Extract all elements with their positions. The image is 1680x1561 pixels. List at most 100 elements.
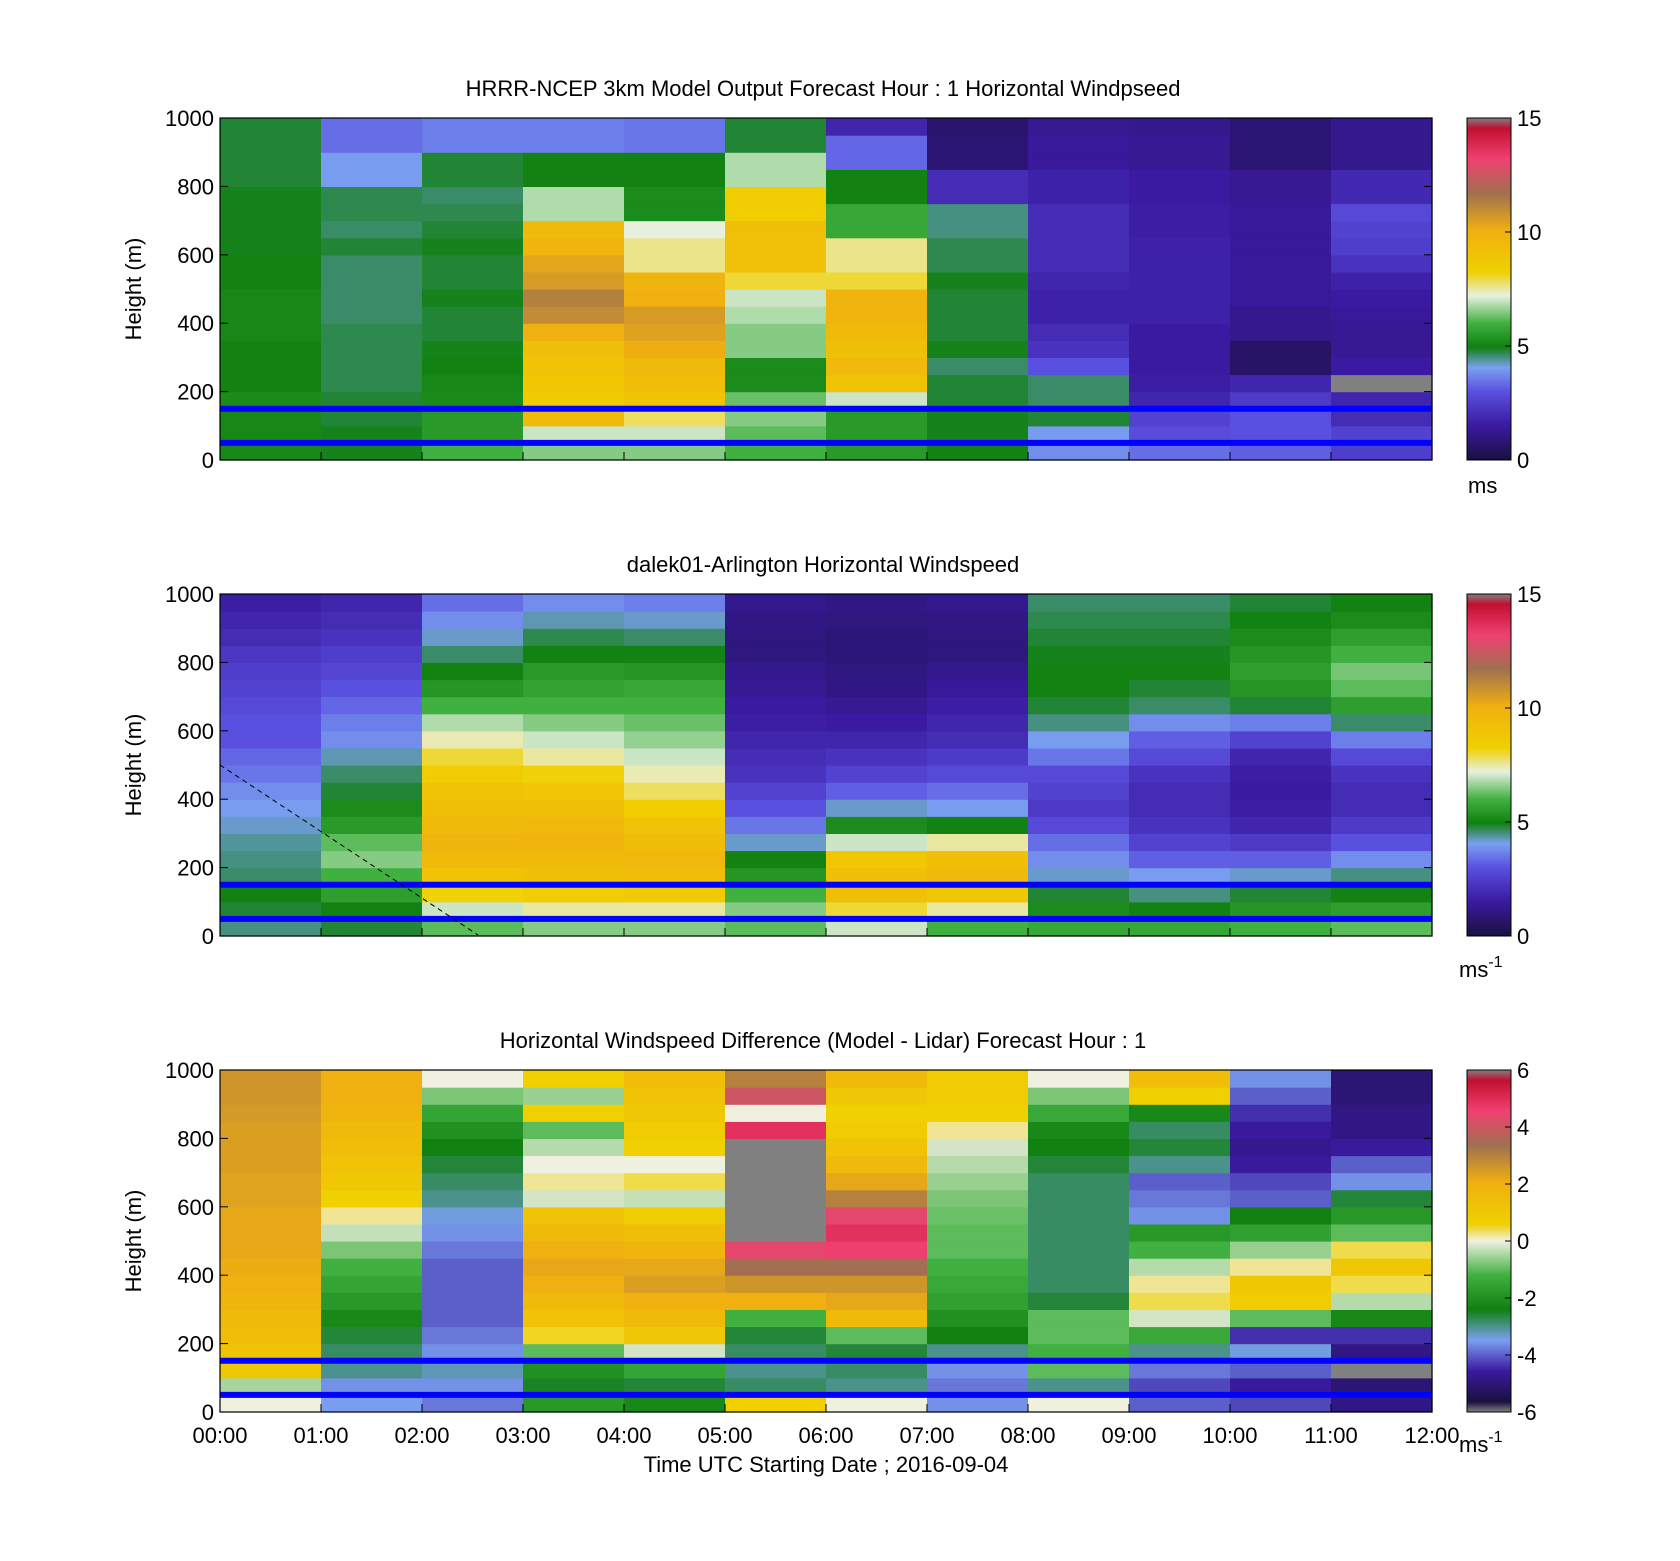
heatmap-cell: [220, 1394, 322, 1413]
heatmap-cell: [1129, 1189, 1231, 1208]
heatmap-cell: [1028, 850, 1130, 869]
heatmap-cell: [1028, 237, 1130, 256]
heatmap-cell: [1028, 799, 1130, 817]
heatmap-cell: [1230, 425, 1332, 444]
heatmap-cell: [927, 611, 1029, 629]
heatmap-cell: [1129, 747, 1231, 766]
heatmap-cell: [422, 765, 524, 783]
heatmap-cell: [1230, 816, 1332, 834]
heatmap-cell: [725, 884, 827, 903]
heatmap-cell: [1129, 323, 1231, 341]
heatmap-cell: [220, 271, 322, 290]
heatmap-cell: [725, 408, 827, 427]
heatmap-cell: [1230, 713, 1332, 732]
heatmap-cell: [1331, 169, 1433, 187]
heatmap-cell: [1129, 1138, 1231, 1157]
heatmap-cell: [1028, 425, 1130, 444]
heatmap-cell: [422, 374, 524, 393]
heatmap-cell: [220, 901, 322, 920]
colorbar-unit-text: ms: [1459, 1432, 1488, 1457]
heatmap-cell: [1230, 833, 1332, 852]
heatmap-cell: [1230, 1309, 1332, 1328]
heatmap-cell: [523, 884, 625, 903]
heatmap-cell: [1331, 782, 1433, 800]
heatmap-cell: [220, 730, 322, 749]
heatmap-cell: [1028, 1138, 1130, 1157]
heatmap-cell: [220, 645, 322, 663]
heatmap-cell: [1230, 408, 1332, 427]
heatmap-cell: [927, 1223, 1029, 1242]
heatmap-cell: [1230, 1275, 1332, 1293]
heatmap-cell: [1331, 1189, 1433, 1208]
heatmap-cell: [1028, 271, 1130, 290]
y-tick-label: 0: [202, 448, 214, 473]
heatmap-cell: [321, 730, 423, 749]
heatmap-cell: [725, 765, 827, 783]
heatmap-cell: [624, 628, 726, 646]
colorbar-tick-label: 15: [1517, 582, 1541, 607]
y-tick-label: 1000: [165, 582, 214, 607]
panel-model: HRRR-NCEP 3km Model Output Forecast Hour…: [121, 76, 1541, 498]
heatmap-cell: [725, 1172, 827, 1191]
heatmap-cell: [927, 442, 1029, 461]
heatmap-cell: [422, 323, 524, 341]
heatmap-cell: [1331, 696, 1433, 715]
heatmap-cell: [220, 306, 322, 324]
heatmap-cell: [1028, 374, 1130, 393]
colorbar-unit-text: ms: [1468, 473, 1497, 498]
heatmap-cell: [422, 186, 524, 205]
heatmap-cell: [220, 1360, 322, 1379]
panel-model-xticks: [219, 452, 1433, 460]
heatmap-cell: [624, 850, 726, 869]
heatmap-cell: [927, 1258, 1029, 1276]
heatmap-cell: [927, 1138, 1029, 1157]
heatmap-cell: [321, 203, 423, 222]
heatmap-cell: [624, 254, 726, 273]
heatmap-cell: [826, 254, 928, 273]
heatmap-cell: [321, 765, 423, 783]
heatmap-cell: [826, 765, 928, 783]
heatmap-cell: [725, 1206, 827, 1225]
heatmap-cell: [1129, 1377, 1231, 1396]
heatmap-cell: [523, 1189, 625, 1208]
panel-model-colorbar-unit: ms: [1468, 473, 1497, 498]
heatmap-cell: [220, 662, 322, 681]
heatmap-cell: [321, 696, 423, 715]
heatmap-cell: [1331, 679, 1433, 698]
heatmap-cell: [1331, 1275, 1433, 1293]
heatmap-cell: [220, 1087, 322, 1105]
heatmap-cell: [422, 884, 524, 903]
heatmap-cell: [927, 1343, 1029, 1362]
y-tick-label: 400: [177, 1263, 214, 1288]
heatmap-cell: [523, 306, 625, 324]
heatmap-cell: [927, 833, 1029, 852]
heatmap-cell: [624, 1241, 726, 1259]
heatmap-cell: [1028, 884, 1130, 903]
heatmap-cell: [422, 357, 524, 376]
heatmap-cell: [321, 816, 423, 834]
heatmap-cell: [725, 152, 827, 170]
heatmap-cell: [1331, 713, 1433, 732]
heatmap-cell: [422, 152, 524, 170]
heatmap-cell: [1028, 782, 1130, 800]
heatmap-cell: [1230, 628, 1332, 646]
heatmap-cell: [422, 289, 524, 307]
heatmap-cell: [826, 289, 928, 307]
heatmap-cell: [624, 323, 726, 341]
heatmap-cell: [1028, 1394, 1130, 1413]
heatmap-cell: [1028, 408, 1130, 427]
heatmap-cell: [220, 833, 322, 852]
heatmap-cell: [220, 765, 322, 783]
heatmap-cell: [826, 1394, 928, 1413]
heatmap-cell: [321, 425, 423, 444]
heatmap-cell: [826, 867, 928, 886]
heatmap-cell: [1230, 1223, 1332, 1242]
heatmap-cell: [1028, 867, 1130, 886]
heatmap-cell: [523, 1121, 625, 1139]
heatmap-cell: [523, 289, 625, 307]
heatmap-cell: [624, 340, 726, 358]
heatmap-cell: [321, 782, 423, 800]
colorbar-tick-label: 0: [1517, 1229, 1529, 1254]
heatmap-cell: [725, 220, 827, 239]
